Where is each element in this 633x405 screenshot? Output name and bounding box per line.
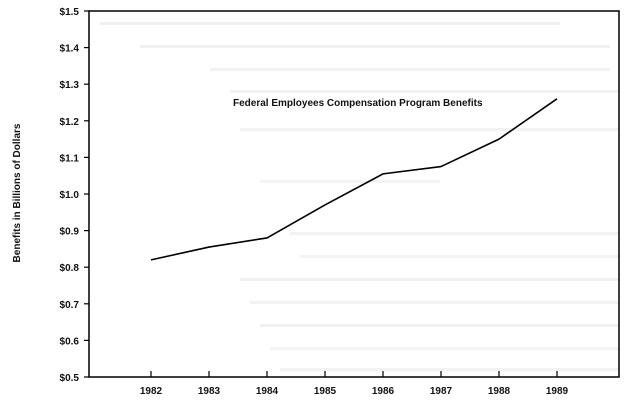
x-tick-label: 1985	[314, 386, 337, 397]
y-tick-label: $1.2	[60, 117, 80, 128]
chart-title: Federal Employees Compensation Program B…	[233, 98, 483, 109]
scan-bleed-texture	[100, 22, 620, 371]
plot-frame	[88, 10, 620, 378]
x-axis: 1982 1983 1984 1985 1986 1987 1988 1989	[140, 371, 569, 397]
x-tick-label: 1986	[372, 386, 395, 397]
x-tick-label: 1982	[140, 386, 163, 397]
x-tick-label: 1983	[198, 386, 221, 397]
x-tick-label: 1988	[488, 386, 511, 397]
y-tick-label: $1.4	[60, 44, 80, 55]
x-tick-label: 1989	[546, 386, 569, 397]
y-tick-label: $1.1	[60, 153, 80, 164]
y-tick-label: $1.0	[60, 190, 80, 201]
y-tick-label: $0.7	[60, 300, 80, 311]
x-tick-label: 1987	[430, 386, 453, 397]
y-tick-label: $0.9	[60, 227, 80, 238]
y-axis: $0.5 $0.6 $0.7 $0.8 $0.9 $1.0 $1.1 $1.2 $1.3 $1.4…	[60, 7, 89, 384]
y-tick-label: $0.6	[60, 336, 80, 347]
y-tick-label: $1.5	[60, 7, 80, 18]
y-tick-label: $0.8	[60, 263, 80, 274]
series-line	[150, 98, 558, 261]
series-layer	[150, 98, 558, 261]
x-tick-label: 1984	[256, 386, 279, 397]
y-axis-title: Benefits in Billions of Dollars	[12, 123, 23, 262]
y-tick-label: $1.3	[60, 80, 80, 91]
y-tick-label: $0.5	[60, 373, 80, 384]
